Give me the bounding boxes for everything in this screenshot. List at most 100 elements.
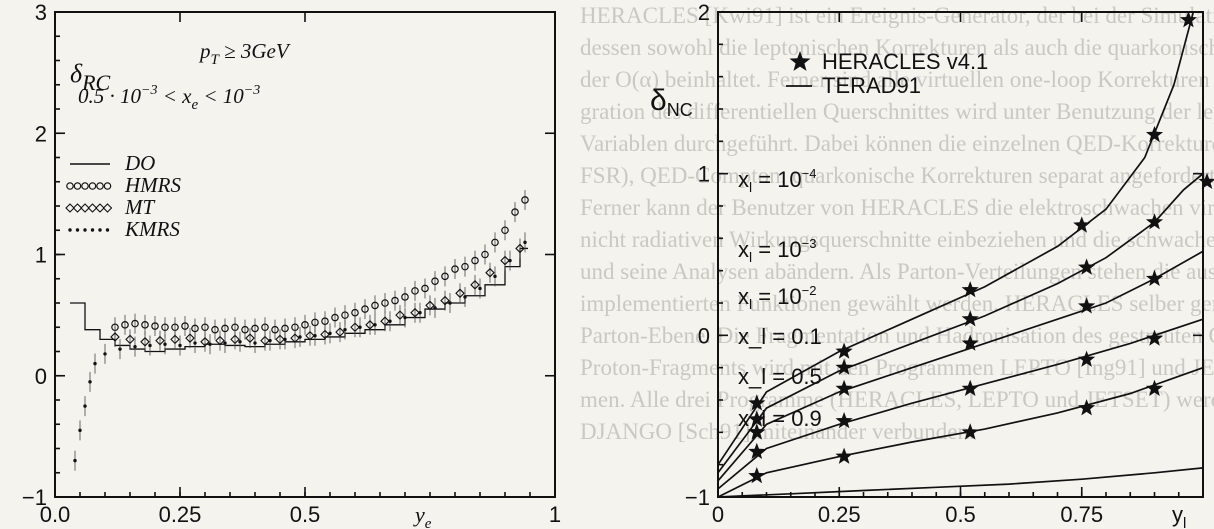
left-legend-marker: [90, 228, 95, 232]
annotation-x-range-part: −3: [141, 83, 157, 98]
curve-2-star: [835, 358, 853, 375]
curve-label-part: l: [749, 296, 752, 312]
series-KMRS-point: [178, 343, 182, 348]
curve-label-part: −4: [802, 166, 817, 181]
series-KMRS-point: [523, 240, 527, 245]
curve-label-part: x: [738, 284, 749, 309]
series-MT-point: [365, 320, 375, 330]
series-KMRS-point: [373, 323, 377, 327]
series-MT-point: [305, 330, 315, 341]
curve-label-part: x: [738, 237, 749, 262]
series-HMRS-point: [381, 299, 389, 307]
series-MT-point: [200, 337, 210, 347]
left-y-tick-label: 3: [35, 0, 47, 25]
series-MT-point: [500, 255, 510, 266]
curve-label: xl = 10−2: [738, 283, 817, 312]
series-MT-point: [485, 267, 495, 278]
series-HMRS-point: [311, 318, 319, 327]
series-KMRS-point: [418, 311, 422, 315]
series-KMRS-point: [193, 341, 197, 345]
curve-3-star: [1145, 269, 1164, 286]
annotation-x-range-part: < 10: [198, 84, 244, 108]
annotation-pt-cut-part: T: [211, 52, 221, 68]
series-MT-point: [410, 307, 420, 318]
series-HMRS-point: [201, 323, 209, 332]
right-x-axis-label-part: y: [1172, 502, 1183, 527]
left-legend-marker: [102, 203, 113, 213]
left-legend-marker: [105, 228, 110, 232]
background-text-line: der O(α) beinhaltet. Ferner sind alle vi…: [580, 67, 1214, 92]
curve-5: [717, 366, 1204, 498]
series-MT-point: [395, 310, 405, 320]
series-MT-point: [125, 334, 135, 345]
right-x-tick-label: 0.5: [945, 502, 976, 527]
series-HMRS-point: [431, 277, 439, 285]
series-HMRS-point: [271, 325, 279, 334]
left-legend-marker: [73, 182, 82, 190]
left-y-axis-label-part: RC: [81, 70, 110, 95]
series-KMRS-point: [463, 295, 467, 299]
curve-1-star: [748, 394, 766, 411]
series-KMRS-point: [448, 301, 452, 305]
series-HMRS-point: [161, 323, 169, 332]
curve-3: [717, 250, 1204, 482]
series-HMRS-point: [361, 305, 369, 313]
left-legend-marker: [75, 228, 80, 232]
series-MT-point: [140, 337, 150, 347]
series-MT-point: [155, 335, 165, 346]
series-HMRS-point: [301, 321, 309, 329]
right-y-tick-label: 2: [698, 0, 710, 25]
background-text-line: dessen sowohl die leptonischen Korrektur…: [580, 35, 1214, 60]
curve-4-star: [961, 379, 979, 396]
series-KMRS-point: [73, 458, 77, 463]
series-KMRS-point: [283, 337, 287, 342]
series-MT-point: [215, 335, 225, 346]
curve-label-part: x: [738, 167, 749, 192]
series-KMRS-point: [433, 306, 437, 310]
annotation-x-range-part: e: [191, 97, 198, 113]
series-KMRS-point: [478, 286, 482, 291]
left-legend-marker: [88, 182, 97, 190]
series-HMRS-point: [241, 325, 249, 334]
curve-4-star: [1078, 350, 1096, 367]
curve-4-star: [835, 412, 853, 429]
left-legend-marker: [96, 182, 104, 190]
left-y-tick-label: 0: [35, 364, 47, 389]
curve-label-part: l: [749, 179, 752, 195]
series-HMRS-point: [511, 208, 519, 216]
series-KMRS-point: [103, 352, 107, 356]
annotation-pt-cut-part: p: [198, 39, 211, 63]
edge-star: [1198, 172, 1214, 189]
right-x-axis-label-part: l: [1183, 515, 1186, 529]
right-x-tick-label: 0: [712, 502, 724, 527]
left-x-tick-label: 0.25: [159, 502, 202, 527]
series-MT-point: [230, 334, 240, 345]
series-KMRS-point: [253, 341, 257, 345]
right-y-axis-label-part: NC: [667, 100, 693, 120]
series-HMRS-point: [141, 321, 149, 329]
series-MT-point: [350, 322, 360, 333]
curve-label: xl = 10−3: [738, 236, 817, 265]
series-HMRS-point: [321, 317, 329, 325]
left-x-axis-label: ye: [413, 502, 432, 529]
left-legend-label: DO: [124, 151, 155, 175]
left-legend-marker: [81, 182, 89, 190]
series-MT-point: [275, 334, 285, 345]
series-KMRS-point: [313, 334, 317, 338]
series-MT-point: [260, 335, 270, 346]
curve-label-part: = 10: [752, 237, 802, 262]
right-x-tick-label: 0.75: [1060, 502, 1103, 527]
background-text-line: gration des differentiellen Querschnitte…: [580, 99, 1214, 124]
series-HMRS-point: [371, 301, 379, 310]
series-HMRS-point: [181, 322, 189, 330]
annotation-x-range-part: < x: [157, 84, 192, 108]
left-x-tick-label: 0.0: [40, 502, 71, 527]
series-KMRS-point: [268, 338, 272, 343]
series-KMRS-point: [88, 380, 92, 384]
curve-3-star: [835, 379, 853, 396]
left-legend-label: KMRS: [124, 217, 180, 241]
annotation-pt-cut: pT ≥ 3GeV: [198, 39, 291, 68]
curve-2: [717, 173, 1204, 474]
series-MT-point: [185, 333, 195, 343]
left-y-tick-label: 2: [35, 121, 47, 146]
